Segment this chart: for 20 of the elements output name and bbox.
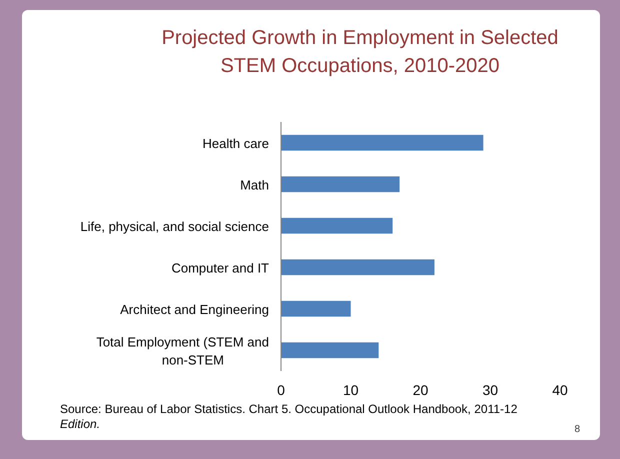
bar — [281, 134, 484, 151]
bar — [281, 176, 400, 192]
x-tick-label: 20 — [412, 382, 428, 398]
text: 8 — [574, 424, 580, 435]
bar — [281, 218, 393, 234]
x-tick-label: 40 — [552, 382, 568, 398]
x-tick-label: 10 — [342, 382, 359, 398]
bar — [281, 300, 351, 317]
y-tick-label: Total Employment (STEM and non-STEM — [96, 334, 269, 368]
bar — [281, 342, 379, 358]
y-tick-label: Math — [240, 177, 269, 192]
x-tick-label: 30 — [482, 382, 498, 398]
y-tick-label: Health care — [202, 136, 269, 151]
x-tick-label: 0 — [277, 382, 286, 398]
source-note: Source: Bureau of Labor Statistics. Chart 5. Occupational Outlook Handbook, 2011-12 Edition. — [60, 402, 518, 431]
y-tick-label: Life, physical, and social science — [80, 218, 269, 234]
y-tick-label: Computer and IT — [171, 260, 270, 276]
y-tick-label: Architect and Engineering — [120, 302, 269, 317]
chart-title: Projected Growth in Employment in Selected STEM Occupations, 2010-2020 — [162, 27, 558, 77]
bar — [281, 259, 434, 276]
